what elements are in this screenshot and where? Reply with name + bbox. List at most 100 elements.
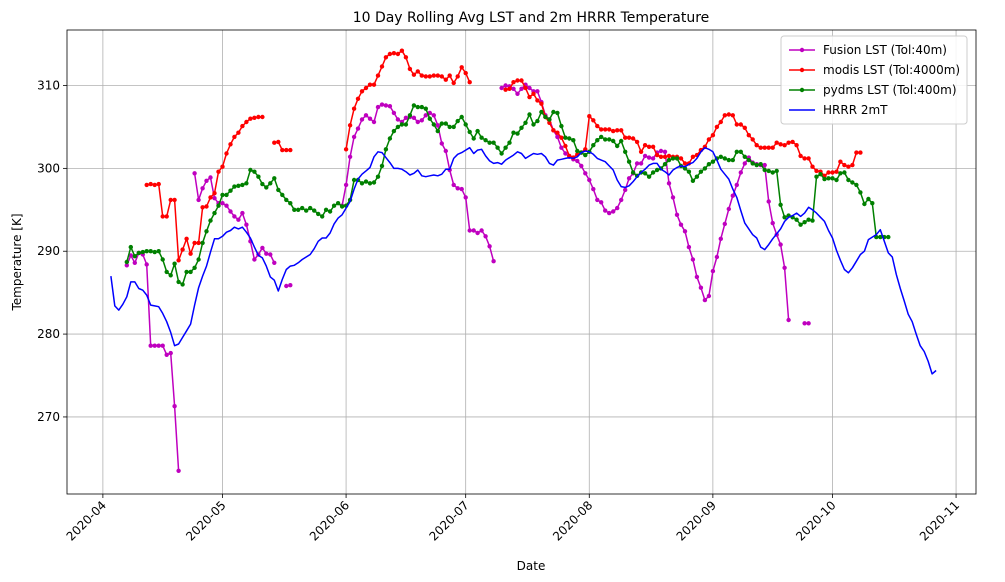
data-point <box>583 147 588 152</box>
series-line <box>110 146 937 375</box>
data-point <box>168 350 173 356</box>
data-point <box>252 169 257 174</box>
data-point <box>288 201 293 206</box>
data-point <box>244 181 249 186</box>
legend: Fusion LST (Tol:40m) modis LST (Tol:4000m… <box>780 35 968 125</box>
data-point <box>439 74 444 79</box>
y-axis: 270 280 290 300 310 <box>37 79 67 424</box>
data-point <box>650 144 656 149</box>
data-point <box>423 113 428 118</box>
data-point <box>128 253 133 258</box>
data-point <box>168 197 173 203</box>
data-point <box>244 222 249 227</box>
data-point <box>192 265 197 270</box>
data-point <box>826 170 831 175</box>
data-point <box>463 70 468 76</box>
data-point <box>228 209 233 214</box>
data-point <box>858 190 863 195</box>
data-point <box>670 156 676 161</box>
data-point <box>587 114 592 119</box>
data-point <box>519 78 524 83</box>
data-point <box>734 149 739 154</box>
data-point <box>164 269 169 275</box>
data-point <box>738 149 743 154</box>
data-point <box>611 128 616 134</box>
data-point <box>359 89 365 94</box>
legend-box <box>780 35 968 125</box>
y-tick-label: 300 <box>37 161 60 175</box>
legend-item: HRRR 2mT <box>789 103 888 117</box>
data-point <box>746 133 751 138</box>
data-point <box>646 144 652 149</box>
data-point <box>375 73 381 78</box>
data-point <box>559 123 564 129</box>
data-point <box>782 265 787 270</box>
data-point <box>599 134 604 140</box>
data-point <box>355 126 361 131</box>
data-point <box>611 209 616 214</box>
data-point <box>168 273 173 278</box>
data-point <box>256 174 261 179</box>
data-point <box>467 129 472 135</box>
data-point <box>662 154 668 159</box>
chart-title: 10 Day Rolling Avg LST and 2m HRRR Tempe… <box>353 10 710 26</box>
data-point <box>826 176 831 181</box>
data-point <box>232 184 237 189</box>
data-point <box>634 161 640 166</box>
data-point <box>260 245 265 251</box>
data-point <box>483 138 488 143</box>
data-point <box>714 254 720 260</box>
data-point <box>738 170 743 175</box>
data-point <box>886 234 891 240</box>
data-point <box>451 182 456 188</box>
data-point <box>591 143 596 148</box>
data-point <box>351 106 357 111</box>
data-point <box>806 156 811 161</box>
legend-label: pydms LST (Tol:400m) <box>823 83 957 97</box>
data-point <box>830 170 835 175</box>
data-point <box>758 162 763 167</box>
data-point <box>770 220 775 226</box>
data-point <box>272 140 277 145</box>
data-point <box>599 200 604 205</box>
data-point <box>778 142 783 147</box>
data-point <box>411 103 417 108</box>
data-point <box>200 205 205 210</box>
data-point <box>124 263 129 268</box>
data-point <box>192 171 197 176</box>
data-point <box>312 208 317 213</box>
data-point <box>834 177 839 183</box>
data-point <box>698 169 704 174</box>
data-point <box>650 156 656 161</box>
data-point <box>579 163 584 169</box>
data-point <box>188 269 193 275</box>
data-point <box>862 201 867 207</box>
data-point <box>626 176 632 181</box>
data-point <box>619 138 624 144</box>
data-point <box>343 147 349 152</box>
series-hrrr-2mt <box>110 146 937 375</box>
data-point <box>447 73 452 78</box>
data-point <box>850 162 855 168</box>
data-point <box>172 197 177 203</box>
data-point <box>451 124 456 130</box>
data-point <box>387 104 393 109</box>
data-point <box>674 156 680 161</box>
data-point <box>232 134 237 140</box>
data-point <box>296 207 301 212</box>
data-point <box>288 147 293 153</box>
data-point <box>471 228 476 233</box>
data-point <box>260 181 265 187</box>
data-point <box>423 106 428 111</box>
data-point <box>427 116 432 121</box>
data-point <box>176 468 181 473</box>
legend-marker <box>799 87 805 93</box>
data-point <box>766 168 771 174</box>
data-point <box>363 113 369 118</box>
data-point <box>172 261 177 266</box>
data-point <box>802 220 807 225</box>
data-point <box>451 80 456 86</box>
data-point <box>284 283 289 289</box>
data-point <box>718 119 723 125</box>
